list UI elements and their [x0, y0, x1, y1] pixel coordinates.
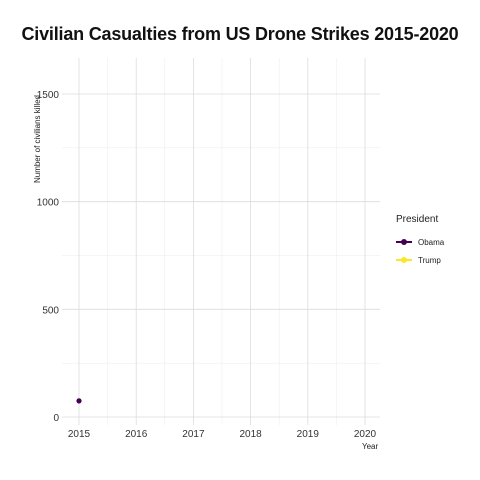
y-tick-label: 0 — [53, 413, 59, 424]
x-tick-label: 2019 — [297, 429, 320, 440]
legend-label-trump: Trump — [418, 255, 441, 265]
x-tick-label: 2018 — [239, 429, 262, 440]
legend-label-obama: Obama — [418, 237, 445, 247]
legend-item-trump: Trump — [396, 251, 444, 269]
legend-key-trump — [396, 255, 412, 265]
legend-title: President — [396, 214, 439, 225]
y-tick-label: 1000 — [37, 198, 60, 209]
data-point — [76, 398, 82, 404]
x-tick-label: 2020 — [354, 429, 377, 440]
chart-title: Civilian Casualties from US Drone Strike… — [21, 24, 459, 44]
legend-item-obama: Obama — [396, 233, 444, 251]
legend-key-obama — [396, 237, 412, 247]
x-axis-label: Year — [362, 442, 379, 451]
y-tick-label: 500 — [42, 305, 59, 316]
legend: President Obama Trump — [396, 214, 444, 269]
x-tick-label: 2017 — [182, 429, 205, 440]
x-tick-label: 2016 — [125, 429, 148, 440]
y-tick-label: 1500 — [37, 90, 60, 101]
x-tick-label: 2015 — [68, 429, 91, 440]
